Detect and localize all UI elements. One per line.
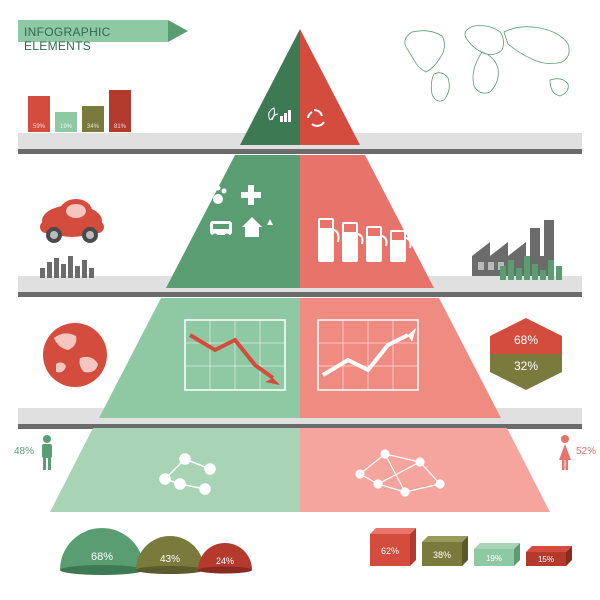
bottom-bar-chart: 62% 38% 19% 15% (370, 528, 580, 578)
male-icon (38, 434, 56, 472)
svg-text:24%: 24% (216, 556, 234, 566)
svg-text:68%: 68% (91, 551, 113, 563)
female-pct: 52% (576, 446, 596, 457)
car-icon (32, 195, 112, 251)
svg-text:68%: 68% (514, 333, 538, 347)
globe-icon (40, 320, 110, 390)
semi-donut-chart: 68% 43% 24% (60, 520, 280, 576)
male-pct: 48% (14, 446, 34, 457)
svg-text:62%: 62% (381, 546, 399, 556)
pyramid (0, 0, 600, 600)
equalizer-icon (40, 254, 110, 280)
svg-text:43%: 43% (160, 554, 180, 565)
female-icon (556, 434, 574, 472)
skyline-icon (500, 254, 578, 282)
svg-text:38%: 38% (433, 550, 451, 560)
hex-badge: 68% 32% (490, 318, 562, 396)
svg-text:15%: 15% (538, 555, 554, 564)
svg-text:19%: 19% (486, 554, 502, 563)
svg-text:32%: 32% (514, 359, 538, 373)
